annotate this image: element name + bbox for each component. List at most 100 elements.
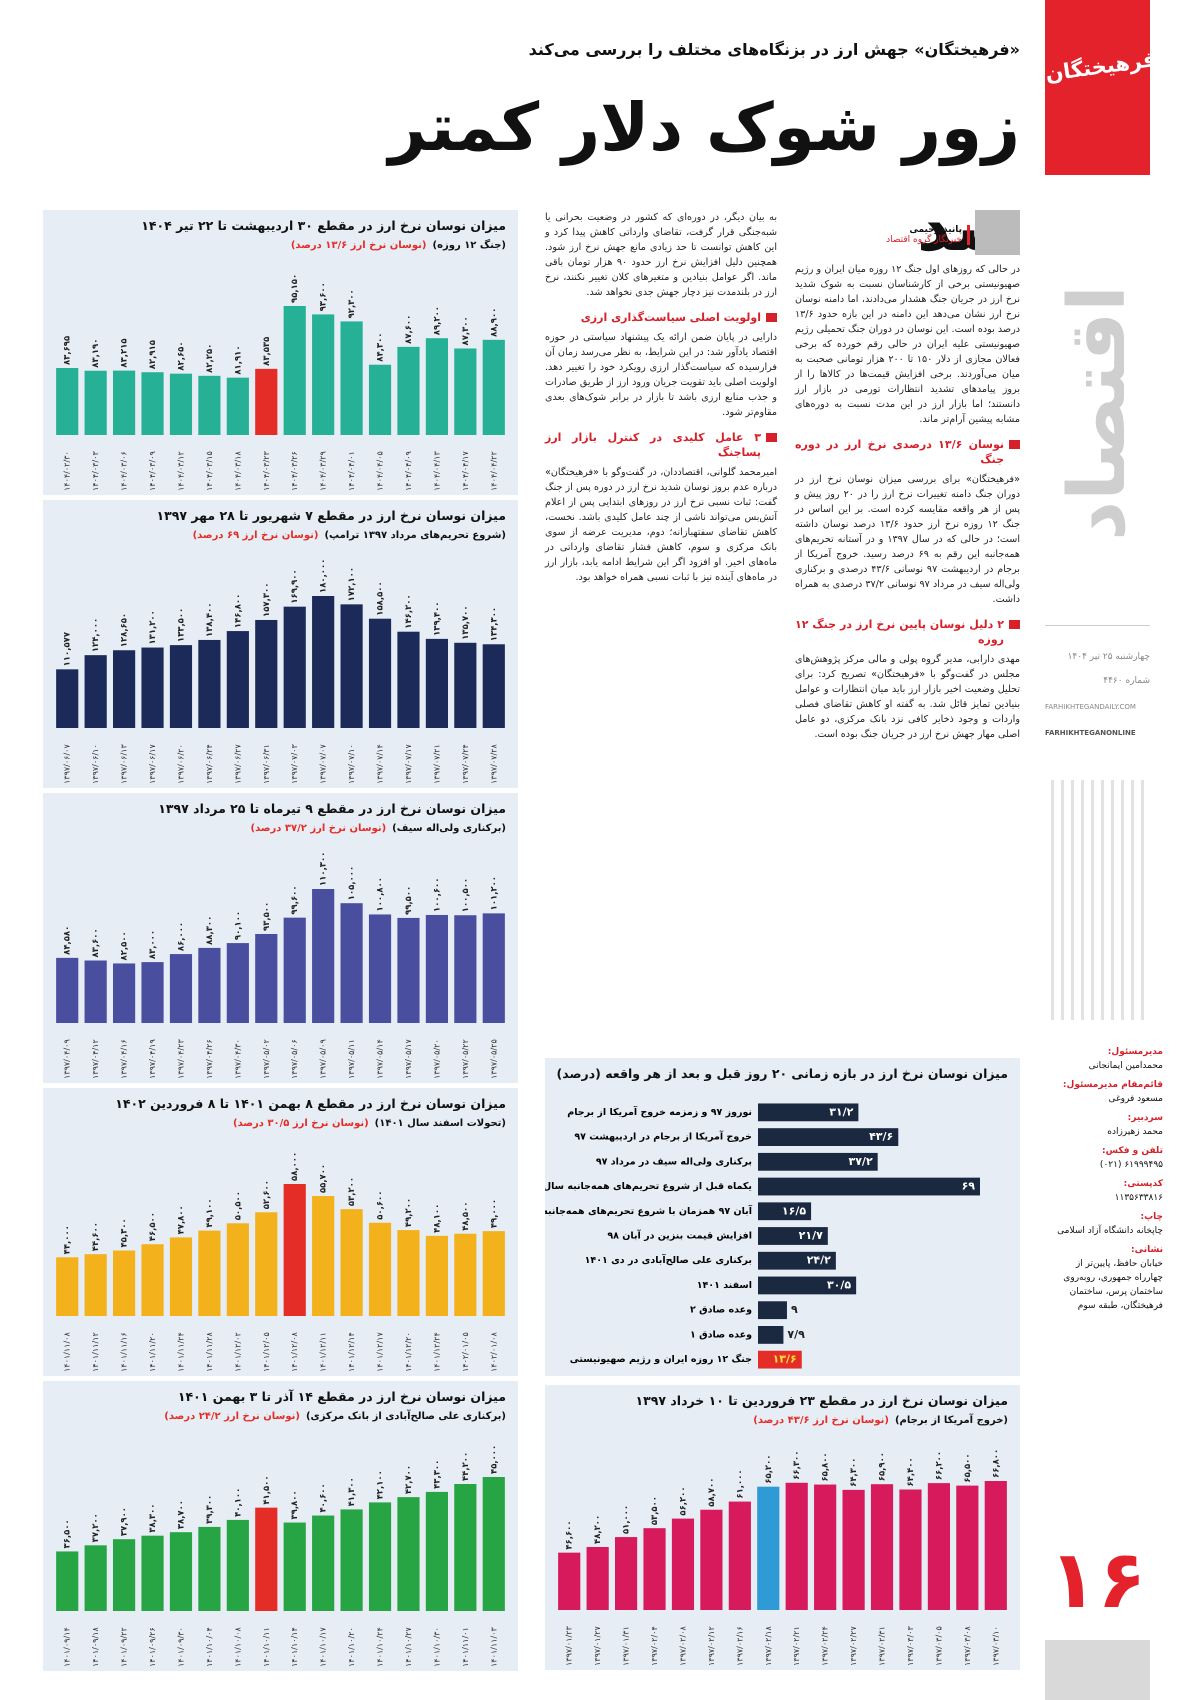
staff-label: چاپ: [1140, 1212, 1163, 1222]
staff-box: مدیرمسئول: محمدامین ایمانجانی قائم‌مقام مد… [1045, 1045, 1163, 1318]
value-label: ۸۴,۳۰۰ [376, 333, 386, 362]
chart-title: میزان نوسان نرخ ارز در مقطع ۱۴ آذر تا ۳ … [177, 1389, 506, 1404]
author-photo [975, 210, 1020, 255]
bar [643, 1528, 666, 1610]
date: چهارشنبه ۲۵ تیر ۱۴۰۴ [1067, 652, 1150, 662]
value-label: ۵۳,۲۰۰ [347, 1177, 357, 1206]
value-label: ۱۱۰,۵۷۷ [63, 631, 73, 666]
x-tick-label: ۱۳۹۷/۰۷/۰۷ [319, 744, 328, 784]
bar [312, 314, 335, 435]
bar [758, 1227, 828, 1245]
chart-subtitle-row: (برکناری علی صالح‌آبادی از بانک مرکزی) (ن… [51, 1411, 506, 1422]
bar [84, 370, 107, 435]
x-tick-label: ۱۴۰۴/۰۴/۰۱ [347, 451, 356, 491]
staff-label: قائم‌مقام مدیرمسئول: [1062, 1080, 1163, 1090]
x-tick-label: ۱۴۰۴/۰۴/۲۲ [489, 451, 498, 491]
divider [1045, 625, 1150, 626]
bar [340, 1509, 363, 1611]
value-label: ۸۱,۹۱۰ [233, 345, 243, 374]
value-label: ۴۴,۶۰۰ [91, 1222, 101, 1251]
x-tick-label: ۱۴۰۱/۱۱/۰۱ [461, 1627, 470, 1667]
chart-subtitle-row: (برکناری ولی‌اله سیف) (نوسان نرخ ارز ۳۷/۲… [51, 823, 506, 834]
x-tick-label: ۱۳۹۷/۰۲/۱۶ [735, 1626, 744, 1666]
plot: ۱۱۰,۵۷۷ ۱۳۹۷/۰۶/۰۷ ۱۲۴,۰۰۰ ۱۳۹۷/۰۶/۱۰ ۱۲۸,۶۵… [56, 559, 505, 784]
value-label: ۶۱,۰۰۰ [735, 1469, 745, 1498]
x-tick-label: ۱۴۰۱/۱۲/۰۸ [290, 1332, 299, 1372]
chart-subtitle: (جنگ ۱۲ روزه) [432, 240, 507, 251]
bar [283, 606, 306, 728]
value-label: ۱۳۳,۵۰۰ [176, 608, 186, 642]
x-tick-label: ۱۴۰۴/۰۳/۲۹ [319, 451, 328, 491]
bar [899, 1489, 922, 1610]
bar [368, 1222, 392, 1316]
bar [169, 645, 193, 728]
x-tick-label: ۱۴۰۱/۱۰/۲۰ [347, 1627, 356, 1667]
chart-panel: میزان نوسان نرخ ارز در مقطع ۲۳ فروردین ت… [545, 1385, 1020, 1670]
value-label: ۶۶,۲۰۰ [934, 1451, 944, 1480]
value-label: ۳۹,۳۰۰ [205, 1495, 215, 1524]
bar [425, 914, 448, 1023]
bar [312, 1515, 335, 1611]
x-tick-label: ۱۳۹۷/۰۳/۰۵ [934, 1626, 943, 1666]
plot: ۳۶,۵۰۰ ۱۴۰۱/۰۹/۱۴ ۳۷,۲۰۰ ۱۴۰۱/۰۹/۱۸ ۳۷,۹۰۰ ۱۴… [56, 1445, 505, 1667]
x-tick-label: ۱۴۰۲/۰۱/۰۵ [461, 1332, 470, 1372]
x-tick-label: ۱۳۹۷/۰۴/۱۲ [91, 1039, 100, 1079]
value-label: ۹۹,۵۰۰ [404, 886, 414, 915]
value-label: ۱۲۴,۰۰۰ [91, 618, 101, 652]
chart-panel: میزان نوسان نرخ ارز در بازه زمانی ۲۰ روز… [545, 1058, 1020, 1376]
paragraph: امیرمحمد گلوانی، اقتصاددان، در گفت‌وگو ب… [545, 467, 777, 583]
plot: ۸۴,۵۸۰ ۱۳۹۷/۰۴/۰۹ ۸۳,۶۰۰ ۱۳۹۷/۰۴/۱۲ ۸۲,۵۰۰ ۱۳… [56, 852, 505, 1079]
x-tick-label: ۱۳۹۷/۰۴/۱۹ [148, 1039, 157, 1079]
bar [758, 1103, 859, 1122]
bar [255, 1507, 278, 1611]
bar [312, 889, 335, 1023]
x-tick-label: ۱۳۹۷/۰۴/۲۳ [176, 1039, 185, 1079]
bar [397, 346, 420, 435]
bar [758, 1128, 899, 1146]
bar [482, 1477, 505, 1611]
paragraph: دارایی در پایان ضمن ارائه یک پیشنهاد سیا… [545, 332, 777, 418]
value-label: ۴۸,۵۰۰ [461, 1202, 471, 1231]
value-label: ۱۲۸,۶۵۰ [120, 613, 130, 647]
value-label: ۳۱/۲ [829, 1105, 853, 1118]
bar [984, 1481, 1007, 1610]
value-label: ۱۰۰,۸۰۰ [376, 877, 386, 911]
bar [454, 1484, 477, 1611]
value-label: ۱۱۰,۳۰۰ [319, 852, 329, 886]
x-tick-label: ۱۳۹۷/۰۴/۳۰ [233, 1039, 242, 1079]
x-tick-label: ۱۳۹۷/۰۶/۲۷ [233, 744, 242, 784]
bar [255, 1212, 278, 1316]
bar [482, 913, 505, 1023]
x-tick-label: ۱۳۹۷/۰۲/۱۲ [707, 1626, 716, 1666]
value-label: ۵۱,۰۰۰ [622, 1505, 632, 1534]
value-label: ۵۸,۷۰۰ [707, 1478, 717, 1507]
author-box: پانیذ رحیمی خبرنگار گروه اقتصاد [795, 225, 970, 245]
x-tick-label: ۱۴۰۱/۱۱/۲۸ [205, 1332, 214, 1372]
issue-info: چهارشنبه ۲۵ تیر ۱۴۰۴ شماره ۴۴۶۰ FARHIKHT… [1045, 650, 1150, 740]
kicker: «فرهیختگان» جهش ارز در بزنگاه‌های مختلف … [528, 40, 1020, 59]
x-tick-label: ۱۳۹۷/۰۴/۱۶ [120, 1039, 129, 1079]
x-tick-label: ۱۴۰۱/۱۰/۲۴ [376, 1627, 385, 1667]
x-tick-label: ۱۴۰۴/۰۳/۱۸ [233, 451, 242, 491]
bar [56, 1551, 79, 1611]
value-label: ۴۱,۳۰۰ [347, 1477, 357, 1506]
x-tick-label: ۱۳۹۷/۰۵/۲۵ [489, 1039, 498, 1079]
value-label: ۱۷۲,۱۰۰ [347, 567, 357, 601]
x-tick-label: ۱۴۰۱/۰۹/۳۰ [176, 1627, 185, 1667]
value-label: ۶۹ [962, 1180, 976, 1193]
value-label: ۵۰,۵۰۰ [233, 1191, 243, 1220]
value-label: ۸۹,۲۰۰ [432, 306, 442, 335]
x-tick-label: ۱۴۰۱/۱۲/۱۴ [347, 1332, 356, 1372]
bar [340, 1209, 363, 1316]
value-label: ۶۶,۸۰۰ [991, 1449, 1001, 1478]
bar [397, 1230, 420, 1316]
x-tick-label: ۱۳۹۷/۰۷/۱۰ [347, 744, 356, 784]
value-label: ۳۷,۲۰۰ [91, 1513, 101, 1542]
x-tick-label: ۱۴۰۱/۱۱/۱۶ [120, 1332, 129, 1372]
value-label: ۶۵,۲۰۰ [764, 1455, 774, 1484]
bar [169, 1237, 193, 1316]
value-label: ۱۰۰,۶۰۰ [432, 878, 442, 912]
x-tick-label: ۱۴۰۱/۰۹/۱۸ [91, 1627, 100, 1667]
bar [368, 914, 392, 1023]
